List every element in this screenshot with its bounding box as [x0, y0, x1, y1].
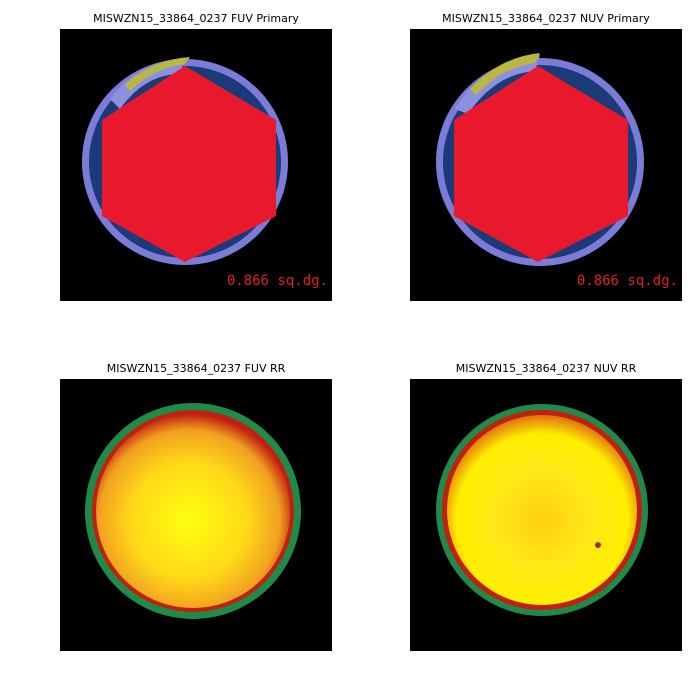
nuv-primary-panel: 0.866 sq.dg.: [410, 29, 682, 301]
fuv-rr-title: MISWZN15_33864_0237 FUV RR: [106, 362, 286, 375]
fuv-rr-panel: [60, 379, 332, 651]
nuv-primary-title: MISWZN15_33864_0237 NUV Primary: [442, 12, 650, 25]
fuv-area-label: 0.866 sq.dg.: [226, 273, 328, 289]
nuv-primary-image: [436, 53, 644, 266]
nuv-rr-panel: [410, 379, 682, 651]
fuv-rr-image: [85, 403, 301, 619]
fuv-primary-image: [82, 57, 288, 265]
nuv-rr-title: MISWZN15_33864_0237 NUV RR: [455, 362, 637, 375]
nuv-hexagon: [454, 66, 628, 262]
nuv-rr-image: [436, 404, 648, 616]
nuv-area-label: 0.866 sq.dg.: [576, 273, 678, 289]
fuv-primary-title: MISWZN15_33864_0237 FUV Primary: [93, 12, 299, 25]
fuv-hexagon: [102, 66, 276, 262]
fuv-primary-panel: 0.866 sq.dg.: [60, 29, 332, 301]
